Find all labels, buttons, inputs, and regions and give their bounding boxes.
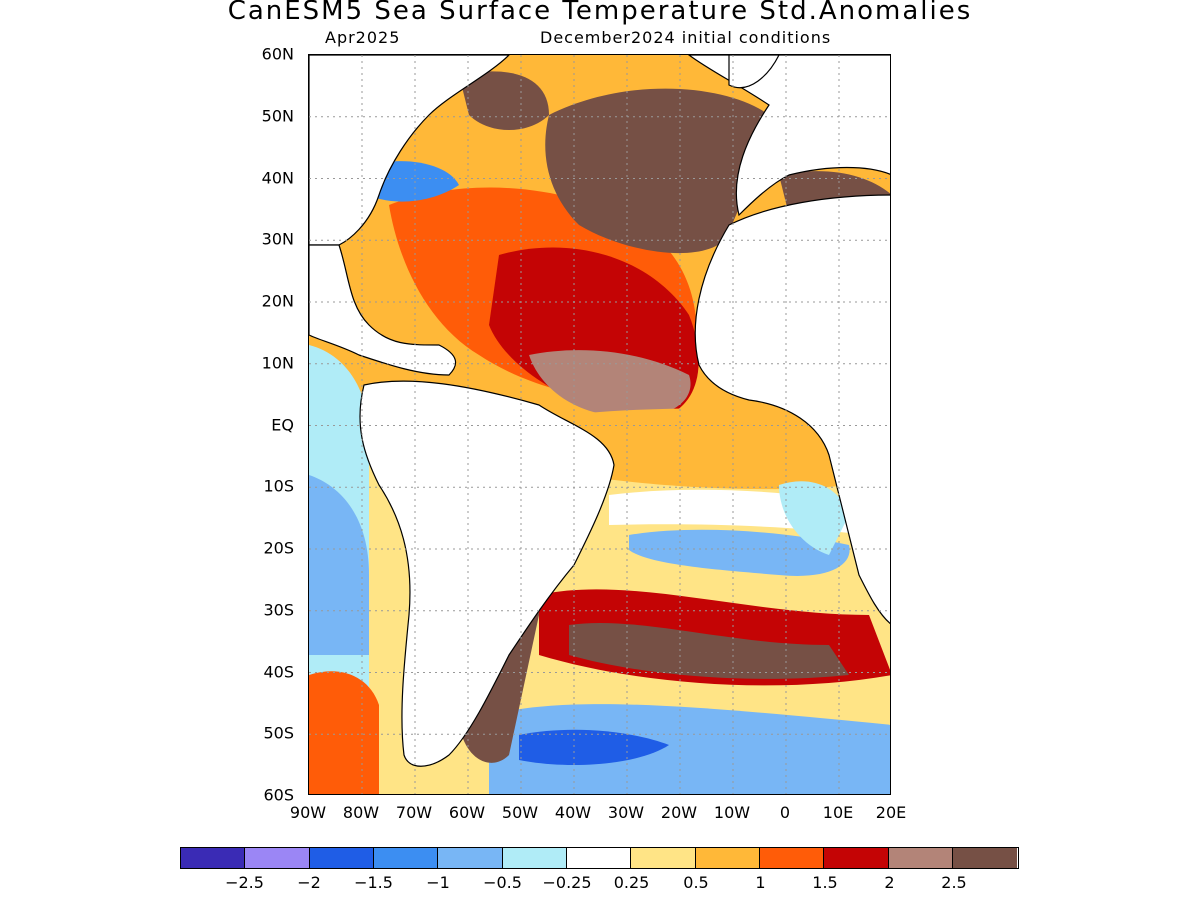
lon-tick-label: 10W [713,803,751,822]
colorbar-label: −0.25 [542,873,592,892]
lat-tick-label: 10S [263,476,294,496]
lon-tick-label: 90W [289,803,327,822]
colorbar-swatch [567,848,632,868]
map-region-pacific-south-red [309,671,379,794]
lat-tick-label: 40S [263,662,294,681]
map-region-namibia-cool [779,481,849,555]
lon-tick-label: 10E [822,803,854,822]
lat-tick-label: 60S [263,785,294,805]
lat-tick-label: 20N [261,291,294,311]
lat-tick-label: 60N [261,44,294,64]
anomaly-map [308,54,891,795]
lat-tick-label: 30N [261,229,294,249]
map-region-southern-ocean-deep [519,729,669,765]
lon-tick-label: 40W [554,803,592,822]
colorbar-label: 0.5 [683,873,709,892]
colorbar-label: −2.5 [225,873,264,892]
map-region-southern-ocean-cold [489,704,890,794]
lon-tick-label: 60W [448,803,486,822]
map-region-equatorial-warm [569,405,849,490]
colorbar-swatch [374,848,439,868]
colorbar-swatch [181,848,246,868]
lat-tick-label: 20S [263,538,294,558]
lon-tick-label: 0 [779,803,791,822]
colorbar-label: 1.5 [812,873,838,892]
anomaly-map-canvas [309,55,890,794]
lon-tick-label: 20W [660,803,698,822]
init-conditions-label: December2024 initial conditions [540,28,832,47]
colorbar-label: 2 [884,873,895,892]
colorbar-swatch [631,848,696,868]
lat-tick-label: 50S [263,723,294,743]
colorbar-label: −2 [297,873,321,892]
colorbar-label: −0.5 [483,873,522,892]
colorbar-swatch [888,848,954,868]
colorbar-swatch [760,848,825,868]
colorbar-swatch [245,848,310,868]
colorbar-label: −1.5 [354,873,393,892]
map-region-pacific-blue [309,475,369,655]
map-region-south-cool-band [629,529,850,576]
colorbar-swatch [309,848,375,868]
north-america-landmass [309,55,510,246]
colorbar [180,847,1019,869]
colorbar-label: 0.25 [613,873,650,892]
colorbar-swatch [695,848,761,868]
map-region-gulf-blue [369,161,459,202]
lon-tick-label: 30W [607,803,645,822]
lat-tick-label: EQ [271,415,294,434]
colorbar-label: 1 [755,873,766,892]
lon-tick-label: 50W [501,803,539,822]
map-region-labrador-brown [459,71,549,130]
colorbar-swatch [502,848,568,868]
lon-tick-label: 70W [395,803,433,822]
map-region-south-extreme-inner [569,622,849,679]
lat-tick-label: 50N [261,106,294,126]
south-america-landmass [359,380,615,767]
europe-landmass [687,55,890,217]
valid-month-label: Apr2025 [325,28,401,47]
lon-tick-label: 80W [342,803,380,822]
lon-tick-label: 20E [875,803,907,822]
colorbar-label: −1 [426,873,450,892]
central-america-landmass [309,244,457,376]
chart-title: CanESM5 Sea Surface Temperature Std.Anom… [227,0,973,26]
greenland-iceland-landmass [728,55,780,89]
colorbar-label: 2.5 [941,873,967,892]
lat-tick-label: 30S [263,600,294,620]
map-region-tropical-brown [529,350,691,418]
africa-landmass [694,194,890,625]
colorbar-swatch [953,848,1018,868]
map-region-northeast-max [545,88,771,254]
colorbar-swatch [824,848,889,868]
lat-tick-label: 10N [261,353,294,373]
lat-tick-label: 40N [261,168,294,187]
colorbar-swatch [438,848,503,868]
